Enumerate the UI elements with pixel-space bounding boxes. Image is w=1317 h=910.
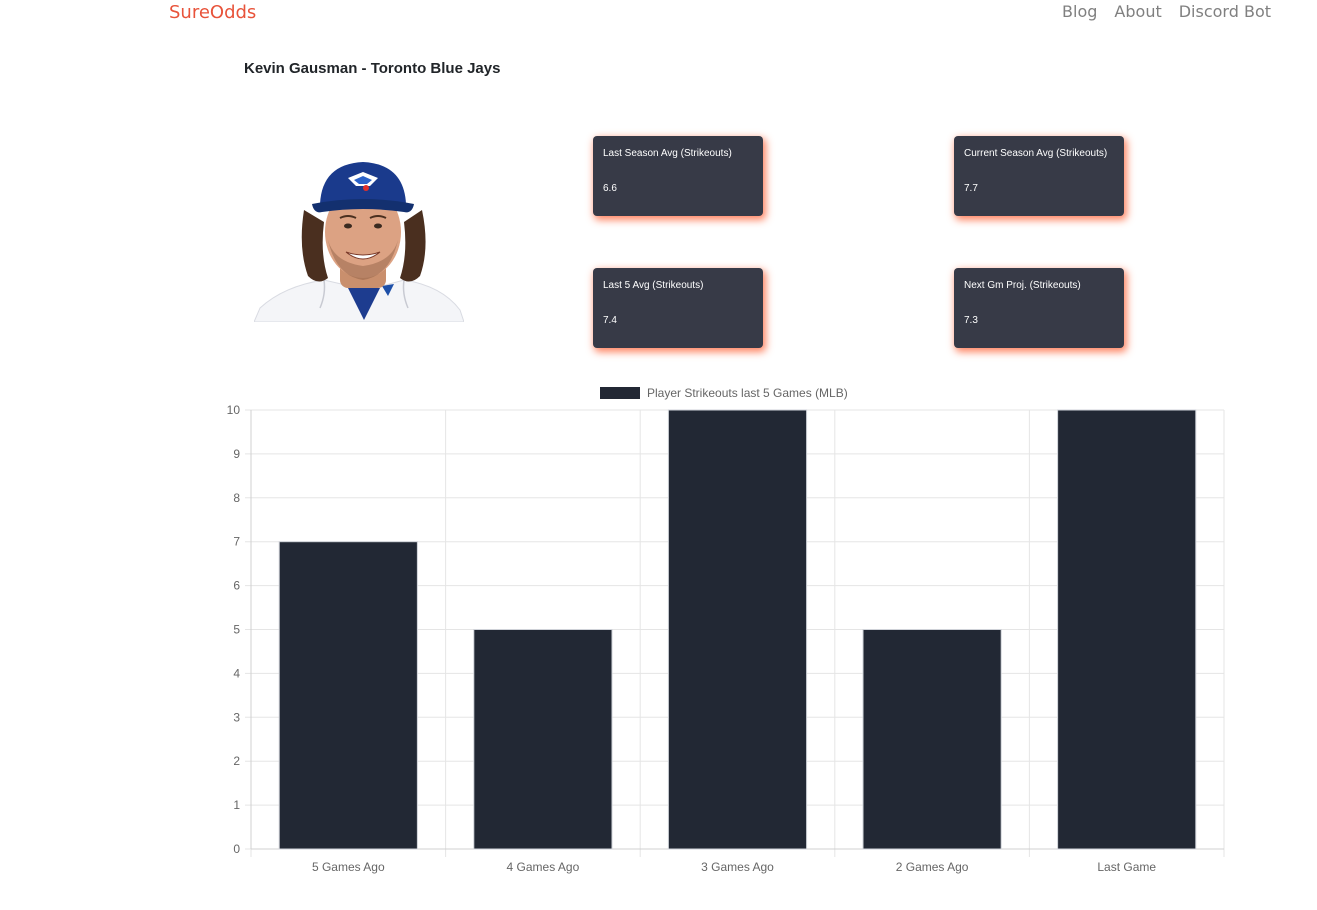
navbar: SureOdds Blog About Discord Bot xyxy=(0,0,1317,30)
bar xyxy=(473,629,613,850)
player-title: Kevin Gausman - Toronto Blue Jays xyxy=(244,60,501,77)
stat-value: 7.4 xyxy=(603,315,617,326)
x-tick-label: 4 Games Ago xyxy=(507,860,580,874)
y-tick-label: 10 xyxy=(227,403,241,417)
legend-swatch xyxy=(600,387,640,399)
bar xyxy=(278,541,418,850)
x-tick-label: 3 Games Ago xyxy=(701,860,774,874)
player-photo xyxy=(254,158,464,322)
nav-link-discord-bot[interactable]: Discord Bot xyxy=(1178,2,1271,21)
y-tick-label: 6 xyxy=(233,579,240,593)
nav-link-about[interactable]: About xyxy=(1114,2,1162,21)
stat-card-current-season-avg: Current Season Avg (Strikeouts) 7.7 xyxy=(954,136,1124,216)
stat-value: 7.3 xyxy=(964,315,978,326)
legend-label: Player Strikeouts last 5 Games (MLB) xyxy=(647,386,848,400)
player-headshot-image xyxy=(254,162,464,322)
stat-label: Last 5 Avg (Strikeouts) xyxy=(603,280,704,291)
y-tick-label: 9 xyxy=(233,447,240,461)
nav-links: Blog About Discord Bot xyxy=(1062,2,1271,21)
bar xyxy=(1057,409,1197,850)
y-tick-label: 7 xyxy=(233,535,240,549)
stat-label: Next Gm Proj. (Strikeouts) xyxy=(964,280,1081,291)
brand-logo-link[interactable]: SureOdds xyxy=(169,2,257,23)
y-tick-label: 0 xyxy=(233,842,240,856)
bar xyxy=(862,629,1002,850)
stat-label: Last Season Avg (Strikeouts) xyxy=(603,148,732,159)
x-tick-label: 2 Games Ago xyxy=(896,860,969,874)
x-tick-label: Last Game xyxy=(1097,860,1156,874)
y-tick-label: 3 xyxy=(233,710,240,724)
y-tick-label: 4 xyxy=(233,666,240,680)
stat-card-last-season-avg: Last Season Avg (Strikeouts) 6.6 xyxy=(593,136,763,216)
stat-label: Current Season Avg (Strikeouts) xyxy=(964,148,1108,159)
stat-card-last5-avg: Last 5 Avg (Strikeouts) 7.4 xyxy=(593,268,763,348)
y-tick-label: 1 xyxy=(233,798,240,812)
stat-value: 6.6 xyxy=(603,183,617,194)
stat-card-next-game-projection: Next Gm Proj. (Strikeouts) 7.3 xyxy=(954,268,1124,348)
strikeouts-bar-chart: 0 1 2 3 4 5 6 7 8 9 10 5 Games Ago 4 Games Ago 3 Game… xyxy=(227,386,1225,874)
y-tick-label: 8 xyxy=(233,491,240,505)
y-tick-label: 5 xyxy=(233,623,240,637)
y-tick-label: 2 xyxy=(233,754,240,768)
nav-link-blog[interactable]: Blog xyxy=(1062,2,1098,21)
stat-value: 7.7 xyxy=(964,183,978,194)
x-tick-label: 5 Games Ago xyxy=(312,860,385,874)
strikeouts-chart: 0 1 2 3 4 5 6 7 8 9 10 5 Games Ago 4 Games Ago 3 Game… xyxy=(0,378,1317,878)
bar xyxy=(667,409,808,850)
